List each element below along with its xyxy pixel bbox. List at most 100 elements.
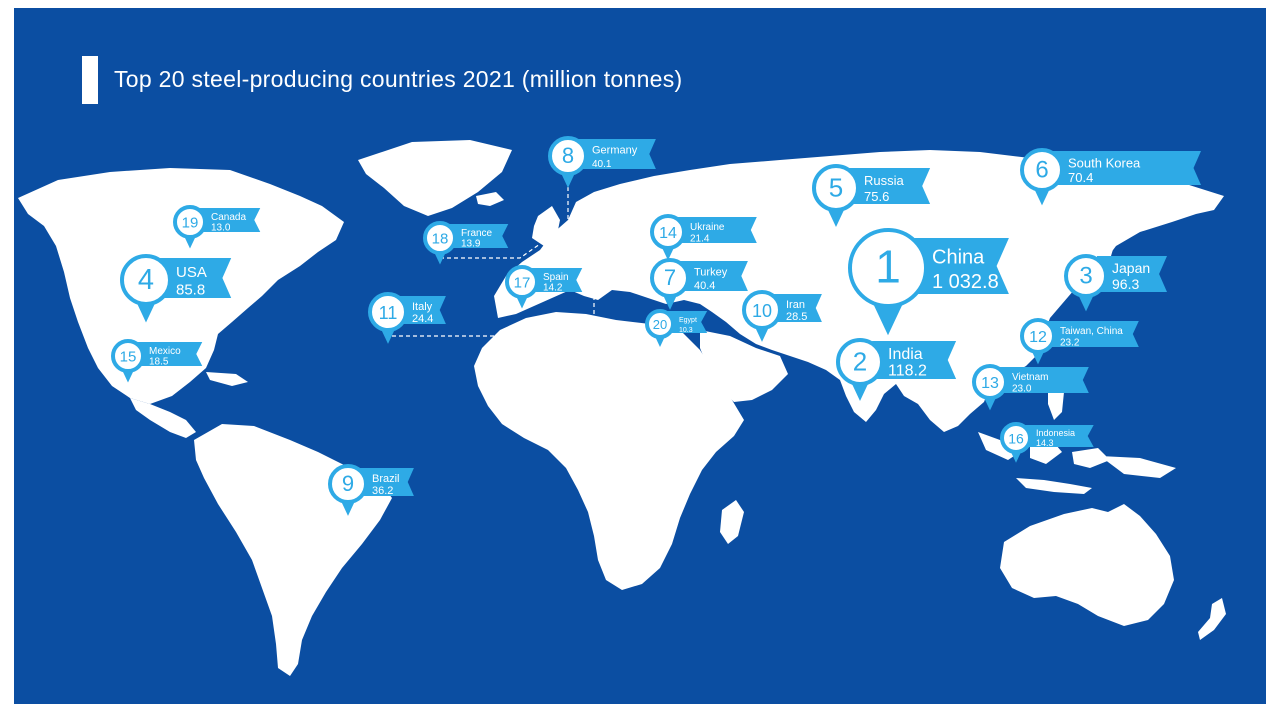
- label-flag: [771, 294, 822, 322]
- pin-circle: [111, 339, 145, 373]
- production-value: 96.3: [1112, 276, 1139, 292]
- country-name: Ukraine: [690, 222, 725, 233]
- pin-circle: [1020, 318, 1056, 354]
- country-name: Spain: [543, 272, 569, 283]
- label-flag: [1023, 425, 1094, 447]
- pin-circle: [1020, 148, 1064, 192]
- british-isles-landmass: [532, 206, 560, 246]
- rank-number: 1: [875, 240, 901, 292]
- rank-number: 8: [562, 143, 574, 168]
- country-name: Japan: [1112, 260, 1150, 276]
- production-value: 70.4: [1068, 170, 1093, 185]
- pin-circle: [368, 292, 408, 332]
- production-value: 10.3: [679, 327, 693, 334]
- country-name: USA: [176, 264, 207, 281]
- pin-circle: [505, 265, 539, 299]
- pin-circle: [645, 309, 675, 339]
- pin-circle: [328, 464, 368, 504]
- rank-number: 20: [653, 317, 667, 332]
- rank-number: 14: [659, 225, 677, 242]
- rank-number: 15: [120, 349, 137, 366]
- label-flag: [198, 208, 261, 232]
- central-america-landmass: [130, 398, 196, 438]
- production-value: 14.2: [543, 283, 563, 294]
- pin-circle: [120, 254, 172, 306]
- pin-circle: [836, 338, 884, 386]
- label-flag: [679, 261, 748, 291]
- production-value: 1 032.8: [932, 271, 999, 293]
- country-name: Taiwan, China: [1060, 326, 1123, 337]
- production-value: 118.2: [888, 363, 927, 380]
- label-flag: [667, 311, 708, 333]
- rank-number: 18: [432, 231, 449, 248]
- production-value: 85.8: [176, 281, 205, 298]
- caribbean-islands: [206, 372, 248, 386]
- country-name: France: [461, 228, 493, 239]
- label-flag: [998, 367, 1089, 393]
- rank-number: 17: [514, 275, 531, 292]
- country-name: China: [932, 247, 985, 269]
- greenland-landmass: [358, 140, 512, 216]
- production-value: 23.0: [1012, 383, 1032, 394]
- country-name: Canada: [211, 212, 246, 223]
- production-value: 13.0: [211, 223, 231, 234]
- label-flag: [357, 468, 414, 496]
- label-flag: [872, 341, 957, 379]
- production-value: 18.5: [149, 357, 169, 368]
- country-name: India: [888, 346, 923, 363]
- country-name: South Korea: [1068, 155, 1141, 170]
- production-value: 21.4: [690, 233, 710, 244]
- rank-number: 4: [138, 264, 154, 296]
- map-title: Top 20 steel-producing countries 2021 (m…: [114, 66, 683, 92]
- marker-egypt[interactable]: 20 Egypt 10.3: [645, 309, 708, 348]
- marker-germany[interactable]: 8 Germany 40.1: [548, 136, 656, 188]
- new-zealand-landmass: [1198, 598, 1226, 640]
- rank-number: 12: [1029, 329, 1047, 346]
- pin-circle: [173, 205, 207, 239]
- rank-number: 19: [182, 215, 199, 232]
- pin-circle: [742, 290, 782, 330]
- rank-number: 3: [1079, 263, 1092, 290]
- pin-circle: [650, 258, 690, 298]
- rank-number: 13: [981, 375, 999, 392]
- rank-number: 6: [1035, 157, 1048, 184]
- title-accent-bar: [82, 56, 98, 104]
- production-value: 13.9: [461, 239, 481, 250]
- leader-france: [440, 243, 541, 259]
- pin-circle: [1000, 422, 1032, 454]
- leader-italy: [392, 288, 595, 337]
- label-flag: [848, 168, 931, 204]
- pin-circle: [650, 214, 686, 250]
- country-name: Russia: [864, 173, 905, 188]
- rank-number: 16: [1008, 430, 1024, 446]
- label-flag: [1097, 256, 1167, 292]
- country-name: Germany: [592, 145, 638, 157]
- arabia-landmass: [700, 330, 788, 402]
- label-flag: [577, 139, 656, 169]
- rank-number: 11: [379, 303, 398, 323]
- rank-number: 2: [853, 346, 867, 376]
- label-flag: [397, 296, 446, 324]
- pin-circle: [848, 228, 928, 308]
- label-flag: [1046, 321, 1139, 347]
- map-panel: Top 20 steel-producing countries 2021 (m…: [14, 8, 1266, 704]
